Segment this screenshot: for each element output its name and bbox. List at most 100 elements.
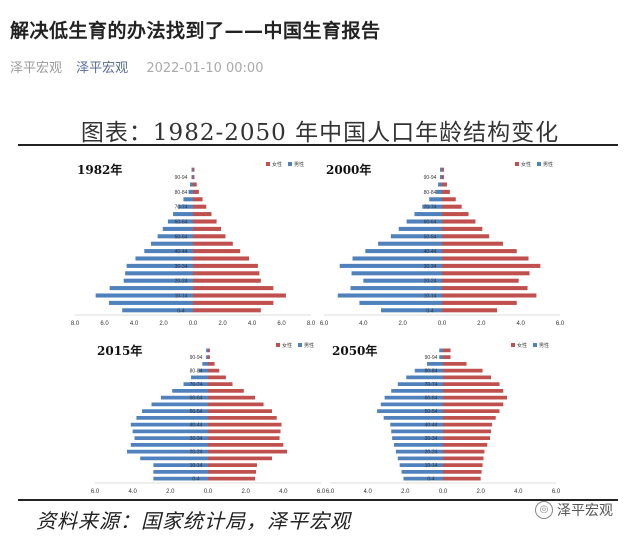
legend-swatch-male	[537, 162, 541, 166]
x-tick-label: 6.0	[100, 321, 109, 327]
bar-male-1982-4	[123, 278, 193, 283]
bar-female-2050-6	[443, 436, 491, 440]
bar-male-1982-2	[95, 293, 193, 298]
bar-male-2000-16	[436, 189, 442, 194]
bar-female-2015-11	[208, 402, 264, 407]
age-label: 40-44	[175, 249, 188, 255]
bar-female-2050-9	[443, 416, 496, 420]
bar-male-2050-19	[439, 348, 443, 353]
legend-swatch-female	[515, 162, 519, 166]
bar-male-2000-12	[406, 219, 442, 224]
bar-female-2050-3	[443, 456, 484, 461]
x-tick-label: 2.0	[398, 321, 407, 327]
pyramid-title: 2050年	[332, 343, 377, 358]
bar-female-2015-19	[208, 348, 210, 353]
age-label: 30-34	[424, 264, 437, 270]
age-label: 50-54	[175, 234, 188, 240]
bar-male-1982-5	[125, 271, 193, 276]
bar-male-2000-15	[429, 197, 442, 202]
bar-male-1982-17	[190, 182, 193, 187]
age-label: 10-14	[425, 463, 438, 469]
bar-female-2015-16	[208, 368, 220, 373]
bar-male-2000-1	[359, 300, 442, 305]
watermark-text: 泽平宏观	[557, 503, 613, 519]
age-label: 20-24	[425, 450, 438, 456]
bar-male-2015-0	[153, 476, 208, 481]
age-label: 70-74	[425, 382, 438, 388]
bar-female-2015-4	[208, 449, 288, 454]
age-label: 30-34	[175, 264, 188, 270]
bar-male-2050-1	[401, 470, 443, 474]
bar-male-2050-18	[439, 355, 443, 359]
x-tick-label: 0.0	[204, 489, 213, 495]
bar-male-1982-1	[108, 300, 193, 305]
bar-male-2015-4	[127, 449, 208, 454]
bar-male-2050-13	[391, 389, 443, 393]
bar-male-1982-12	[167, 219, 193, 224]
bar-female-2050-14	[443, 382, 500, 386]
bar-female-2015-3	[208, 456, 273, 461]
account-link[interactable]: 泽平宏观	[76, 61, 129, 76]
bar-male-2015-17	[202, 362, 208, 366]
bar-male-2000-7	[352, 256, 442, 261]
age-label: 60-64	[424, 220, 437, 226]
bar-male-2015-9	[136, 416, 208, 420]
bar-female-2000-14	[442, 204, 462, 209]
bar-male-2050-9	[383, 416, 443, 420]
bar-female-1982-10	[193, 234, 226, 239]
bar-male-2015-5	[130, 443, 208, 447]
bar-female-2050-16	[443, 368, 483, 373]
bar-male-1982-14	[178, 204, 193, 209]
bar-male-2050-14	[397, 382, 443, 386]
x-tick-label: 6.0	[326, 489, 335, 495]
x-tick-label: 6.0	[317, 489, 326, 495]
bar-male-2000-13	[414, 212, 442, 217]
age-label: 20-24	[175, 279, 188, 285]
legend-label-male: 男性	[543, 161, 553, 168]
age-label: 90-94	[175, 175, 188, 181]
bar-male-2000-4	[363, 278, 442, 283]
top-rule	[18, 144, 618, 146]
bar-female-2015-17	[208, 362, 215, 366]
age-label: 50-54	[424, 234, 437, 240]
age-label: 40-44	[425, 423, 438, 429]
wechat-logo-icon: ◎	[535, 501, 553, 519]
pyramid-title: 2015年	[97, 343, 142, 358]
bar-female-2000-11	[442, 226, 483, 231]
age-label: 0-4	[192, 477, 199, 483]
bar-female-1982-14	[193, 204, 207, 209]
bar-male-2000-8	[365, 249, 442, 254]
bar-male-2015-2	[153, 463, 208, 467]
bar-female-2000-13	[442, 212, 469, 217]
bar-male-2015-3	[140, 456, 208, 461]
bar-female-2015-18	[208, 355, 210, 359]
bar-female-2015-5	[208, 443, 284, 447]
bar-male-2015-11	[151, 402, 208, 407]
bar-male-2015-7	[132, 429, 208, 434]
bar-female-2050-8	[443, 422, 492, 427]
bar-female-2015-9	[208, 416, 277, 420]
bar-female-1982-8	[193, 249, 241, 254]
x-tick-label: 2.0	[476, 489, 485, 495]
bar-male-2050-11	[380, 402, 443, 407]
bar-female-2000-4	[442, 278, 519, 283]
bar-male-2050-5	[394, 443, 443, 447]
bar-female-2050-10	[443, 409, 500, 413]
x-tick-label: 6.0	[552, 489, 561, 495]
bar-female-2050-19	[443, 348, 451, 353]
legend-label-female: 女性	[517, 342, 527, 349]
bar-male-2050-15	[406, 375, 443, 380]
x-tick-label: 0.0	[439, 489, 448, 495]
legend-label-female: 女性	[282, 342, 292, 349]
legend-swatch-male	[298, 343, 302, 347]
bar-female-1982-18	[193, 175, 195, 180]
bar-female-2050-11	[443, 402, 504, 407]
age-label: 40-44	[190, 423, 203, 429]
x-tick-label: 8.0	[307, 321, 316, 327]
legend-swatch-female	[511, 343, 515, 347]
bar-female-1982-6	[193, 263, 258, 268]
x-tick-label: 0.0	[438, 321, 447, 327]
age-label: 10-14	[424, 294, 437, 300]
x-tick-label: 4.0	[130, 321, 139, 327]
x-tick-label: 6.0	[277, 321, 286, 327]
